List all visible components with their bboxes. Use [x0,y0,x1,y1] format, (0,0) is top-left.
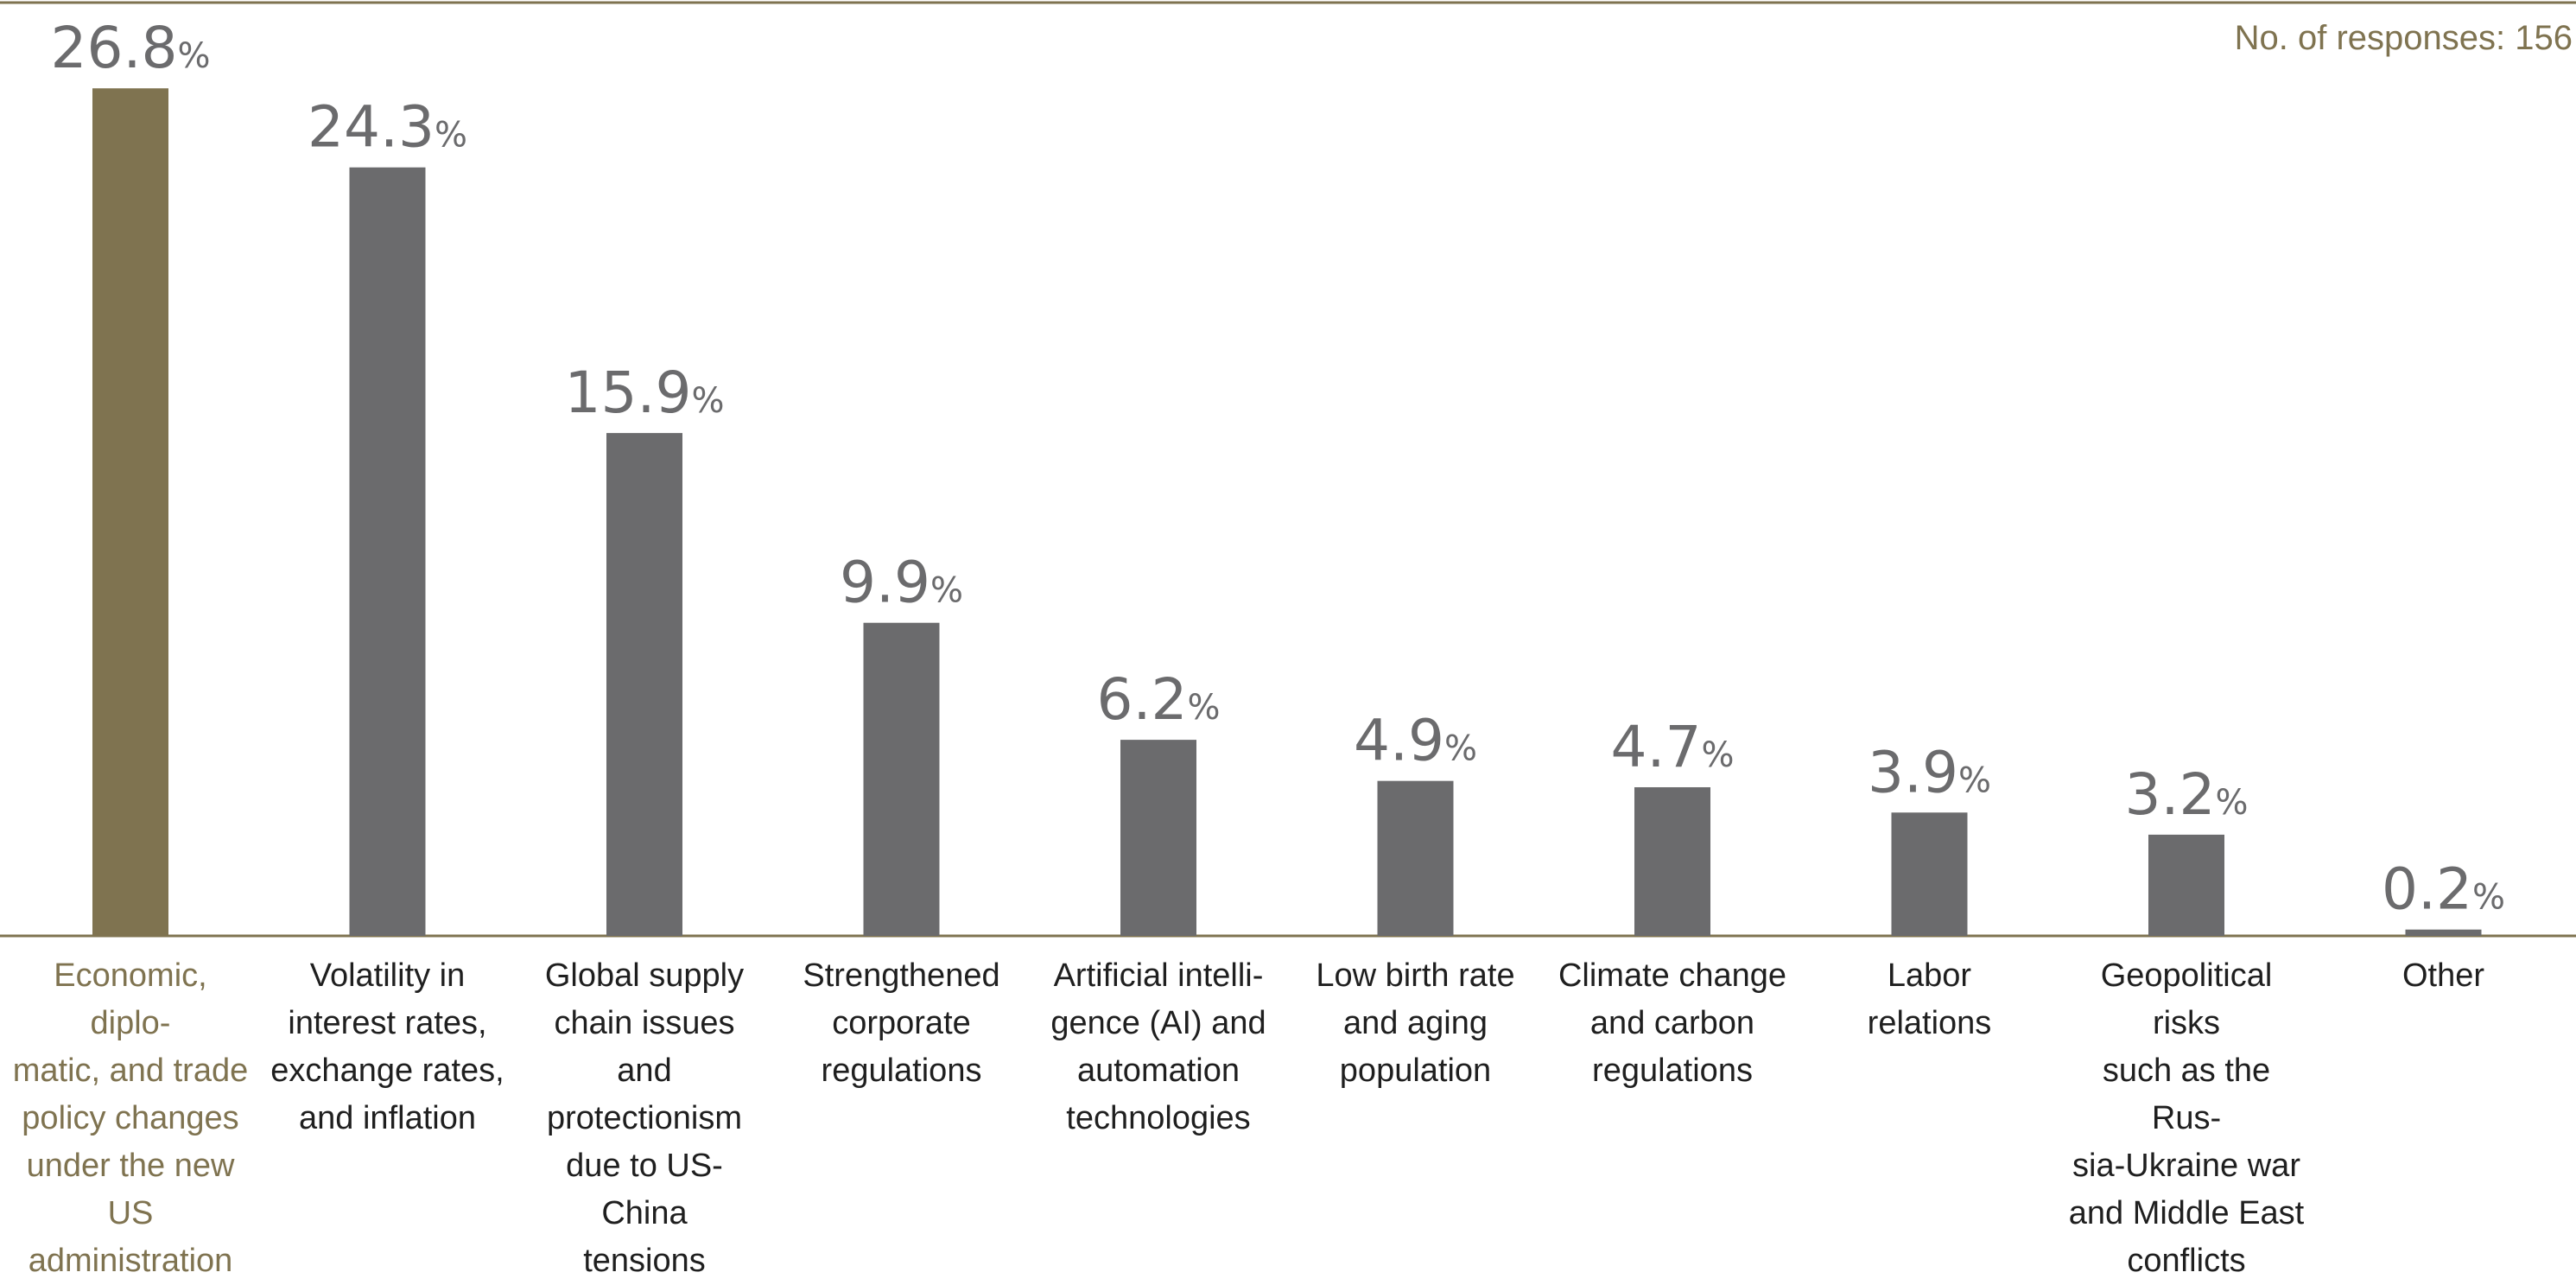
category-label-line: population [1339,1053,1492,1089]
value-label-5: 4.9% [1354,708,1477,774]
value-label-1: 24.3% [308,94,467,161]
bar-7 [1891,812,1968,936]
category-label-line: automation [1076,1053,1240,1089]
category-label-line: Other [2402,957,2485,994]
value-number: 4.9 [1354,708,1444,774]
value-number: 6.2 [1097,666,1188,733]
category-label-line: and inflation [299,1100,476,1136]
bar-9 [2405,929,2482,936]
category-label-2: Global supply chain issues and protectioni… [523,952,765,1285]
category-label-3: Strengthened corporate regulations [781,952,1023,1095]
value-unit: % [2472,878,2505,918]
bar-3 [863,622,940,936]
category-label-line: Geopolitical risks [2100,957,2273,1041]
response-count-note: No. of responses: 156 [2234,19,2573,57]
category-label-line: interest rates, [288,1005,487,1041]
category-label-line: technologies [1066,1100,1251,1136]
category-label-line: Climate change [1558,957,1787,994]
category-label-9: Other [2323,952,2565,1000]
value-label-8: 3.2% [2125,761,2249,828]
category-label-line: regulations [821,1053,982,1089]
category-label-line: and carbon [1589,1005,1755,1041]
value-label-7: 3.9% [1868,739,1991,805]
value-number: 24.3 [308,94,435,161]
bar-chart: 26.8%24.3%15.9%9.9%6.2% 4.9% 4.7% 3.9% 3.2%0… [0,1,2576,938]
bars-group [92,88,2482,936]
category-label-line: sia-Ukraine war [2072,1148,2300,1184]
category-label-line: Economic, diplo- [54,957,207,1041]
category-label-line: conflicts [2127,1243,2246,1279]
category-label-line: Global supply [544,957,745,994]
category-label-line: corporate [832,1005,971,1041]
bar-1 [349,167,426,936]
bar-2 [606,433,682,936]
category-label-7: Labor relations [1809,952,2051,1047]
value-unit: % [1187,688,1220,728]
value-unit: % [177,36,210,76]
value-number: 26.8 [51,15,178,81]
value-labels-group: 26.8%24.3%15.9%9.9%6.2% 4.9% 4.7% 3.9% 3.2%0… [51,15,2505,922]
category-label-6: Climate change and carbon regulations [1551,952,1793,1095]
category-label-line: relations [1867,1005,1992,1041]
value-unit: % [2215,783,2248,823]
value-number: 9.9 [840,550,930,616]
category-label-line: such as the Rus- [2102,1053,2271,1136]
category-label-5: Low birth rate and aging population [1295,952,1537,1095]
value-label-2: 15.9% [565,359,725,426]
category-label-line: protectionism [547,1100,742,1136]
category-label-line: Volatility in [309,957,466,994]
value-number: 3.9 [1868,739,1958,805]
category-label-line: matic, and trade [12,1053,249,1089]
category-label-line: tensions [583,1243,706,1279]
value-label-3: 9.9% [840,550,963,616]
category-label-line: and aging [1343,1005,1488,1041]
category-label-line: and Middle East [2068,1195,2305,1231]
value-unit: % [1958,760,1991,800]
category-label-0: Economic, diplo-matic, and trade policy c… [10,952,251,1285]
value-number: 4.7 [1611,714,1702,780]
value-unit: % [1444,729,1477,769]
bar-4 [1120,740,1196,936]
category-label-line: under the new US [26,1148,235,1231]
category-label-line: chain issues and [554,1005,735,1089]
category-label-line: gence (AI) and [1050,1005,1266,1041]
category-label-4: Artificial intelli-gence (AI) and automat… [1037,952,1279,1142]
value-number: 3.2 [2125,761,2216,828]
bar-0 [92,88,168,936]
value-number: 15.9 [565,359,692,426]
value-number: 0.2 [2382,856,2472,923]
value-label-6: 4.7% [1611,714,1735,780]
category-label-line: regulations [1592,1053,1753,1089]
value-unit: % [691,381,724,421]
category-label-line: Strengthened [803,957,1000,994]
value-label-0: 26.8% [51,15,211,81]
category-label-line: Low birth rate [1316,957,1515,994]
value-label-4: 6.2% [1097,666,1221,733]
value-label-9: 0.2% [2382,856,2505,923]
category-label-line: due to US-China [566,1148,723,1231]
category-label-8: Geopolitical risks such as the Rus-sia-Uk… [2065,952,2307,1285]
category-label-line: Artificial intelli- [1053,957,1264,994]
category-label-line: administration [28,1243,233,1279]
value-unit: % [435,116,467,156]
category-label-line: policy changes [22,1100,239,1136]
bar-8 [2148,834,2224,936]
category-label-line: exchange rates, [270,1053,504,1089]
category-label-1: Volatility in interest rates, exchange rat… [267,952,509,1142]
value-unit: % [1701,735,1734,775]
bar-6 [1634,786,1710,936]
value-unit: % [930,571,963,611]
category-label-line: Labor [1887,957,1972,994]
bar-5 [1377,780,1454,936]
